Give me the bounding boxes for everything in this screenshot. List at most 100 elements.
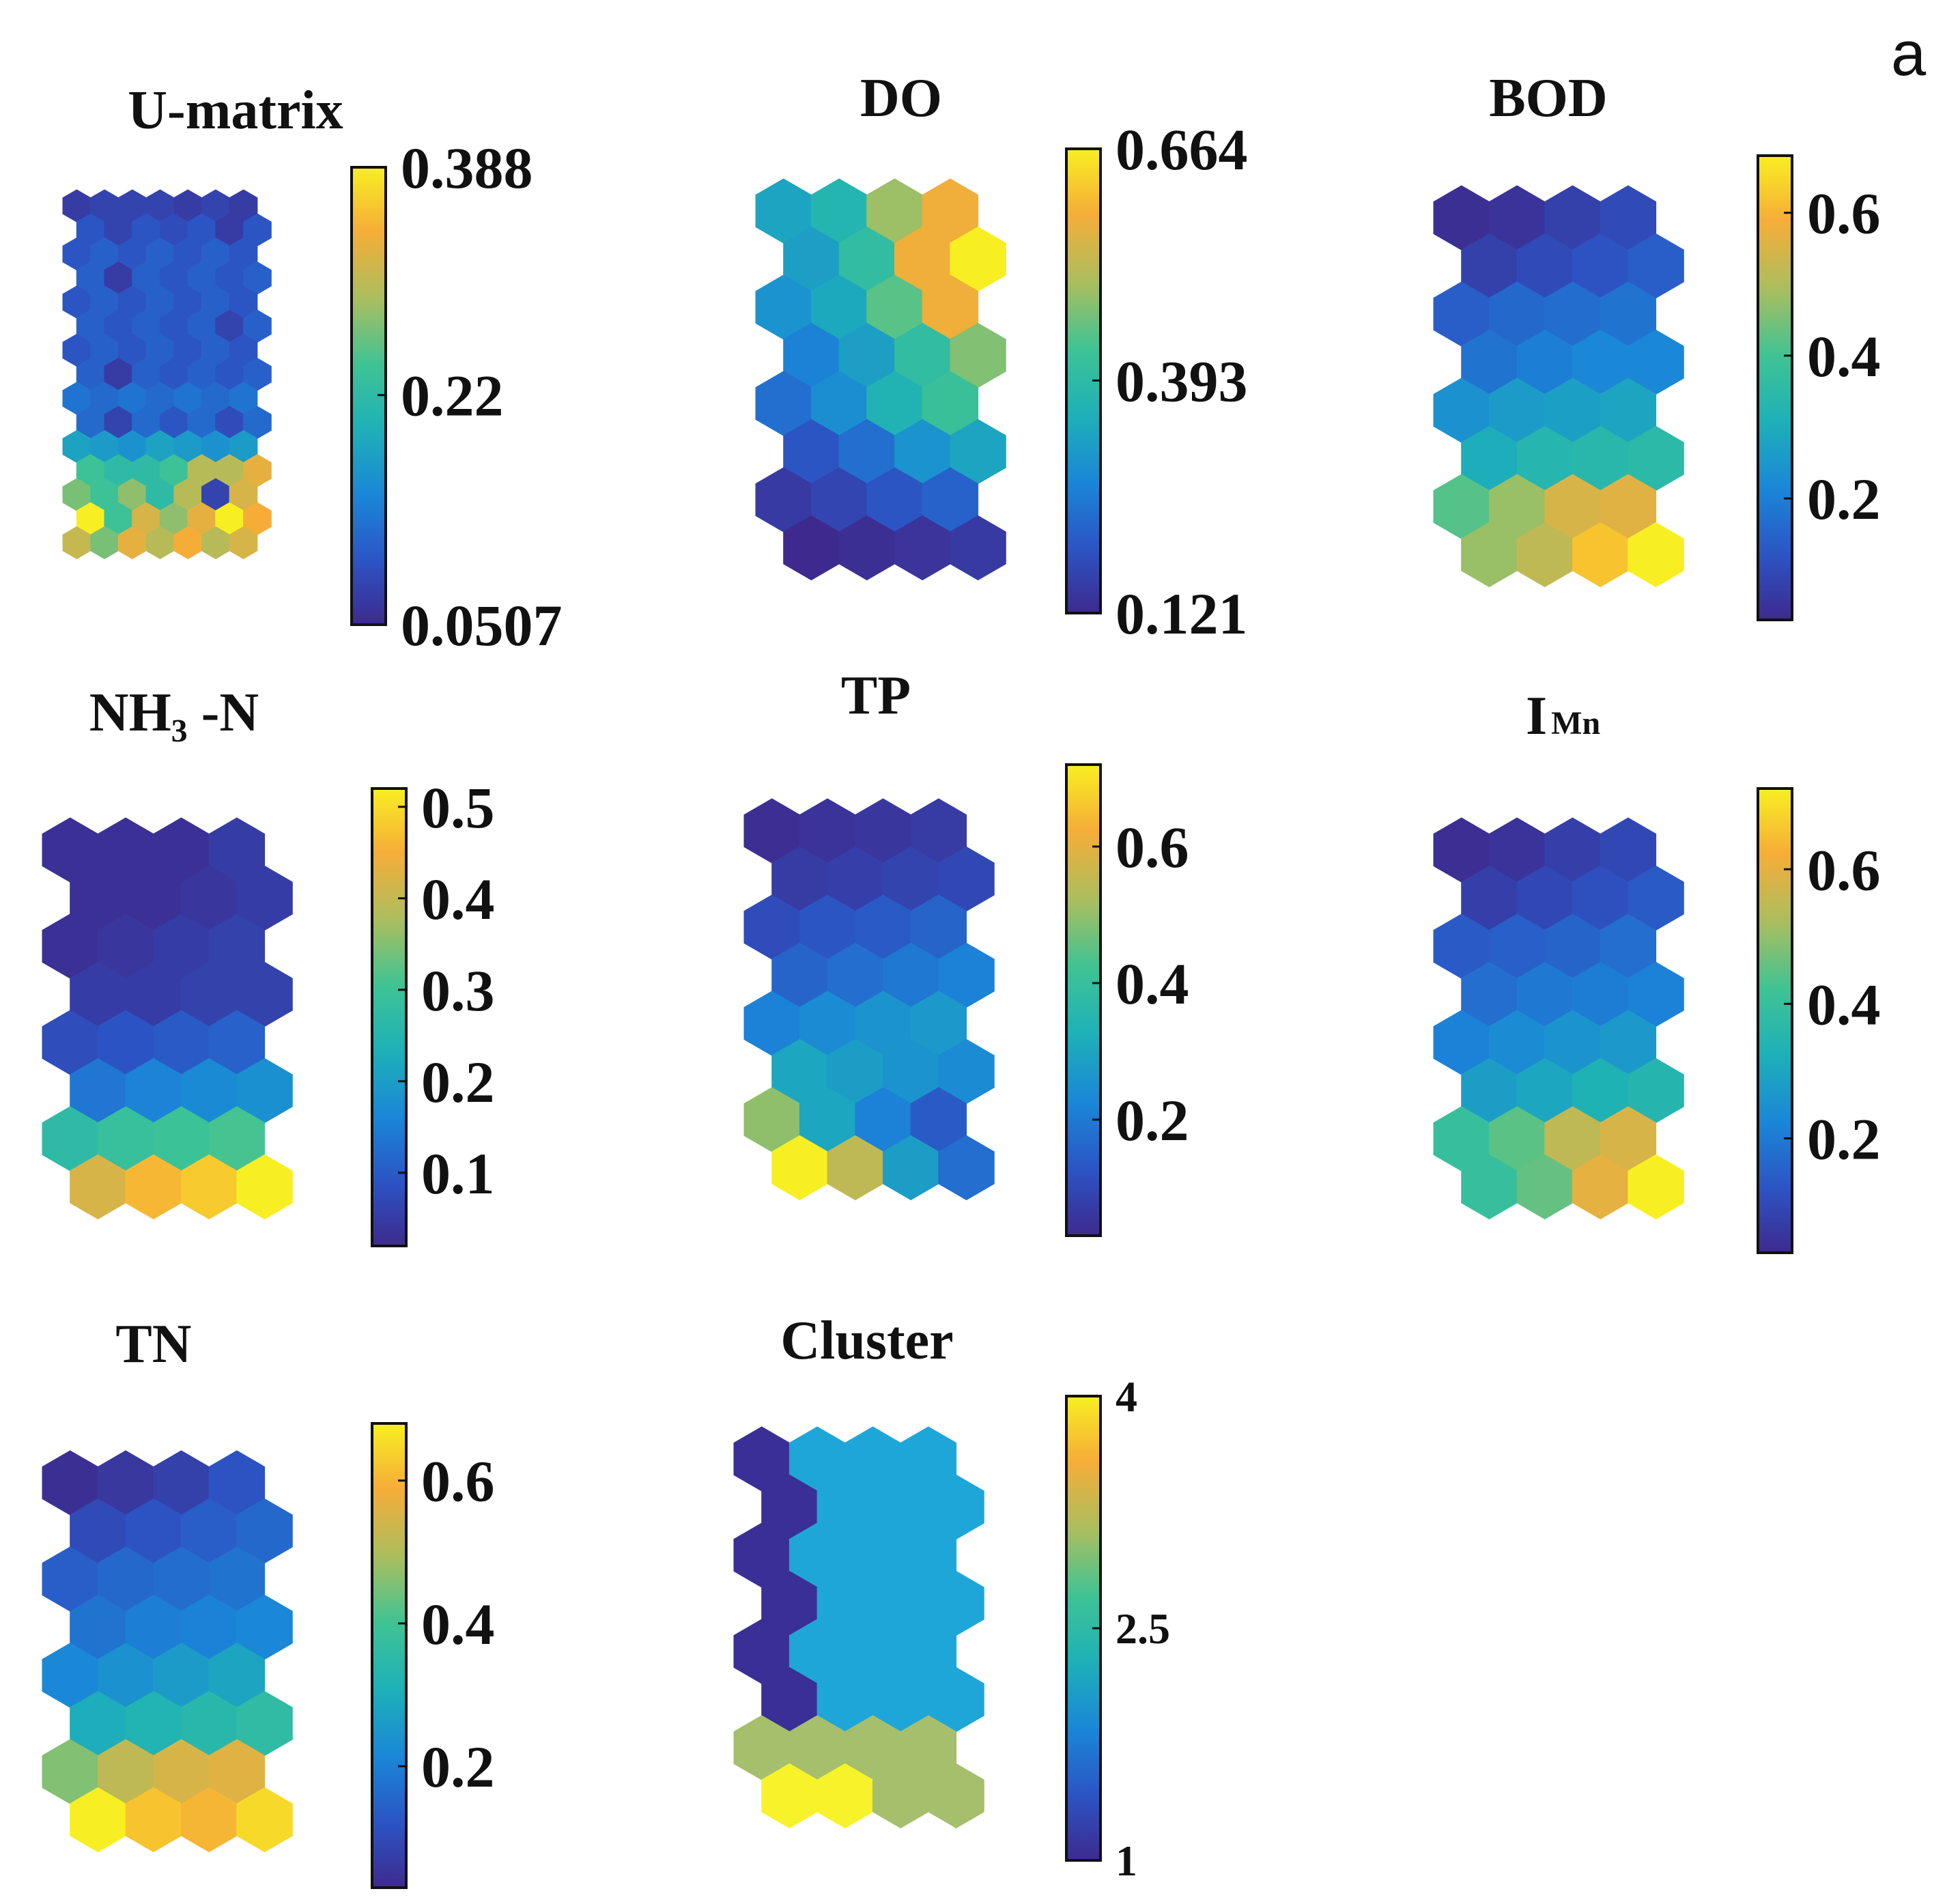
hex-cell — [208, 1450, 266, 1516]
hex-cell — [76, 406, 105, 439]
hex-cell — [236, 865, 293, 931]
hex-cell — [844, 1522, 901, 1588]
hex-cell — [132, 309, 160, 343]
hex-cell — [1516, 1154, 1573, 1220]
hex-cell — [1516, 865, 1573, 931]
hex-cell — [97, 817, 154, 883]
hex-cell — [1628, 1058, 1684, 1124]
hex-cell — [922, 467, 979, 533]
hex-cell — [243, 502, 272, 535]
hex-cell — [799, 1087, 856, 1152]
hex-cell — [1544, 1106, 1601, 1172]
colorbar-ticks: 0.664 0.393 0.121 — [1092, 117, 1248, 647]
hex-cell — [938, 1135, 995, 1201]
hex-cell — [883, 1038, 939, 1105]
hex-cell — [208, 1546, 266, 1612]
hex-cell — [1628, 329, 1684, 395]
hex-cell — [1516, 1058, 1573, 1124]
hex-cell — [229, 237, 258, 271]
hex-cell — [1433, 281, 1490, 347]
hex-cell — [1572, 1058, 1629, 1124]
hex-cell — [743, 991, 800, 1056]
panel-title: DO — [860, 68, 942, 128]
colorbar-tick-label: 0.6 — [1807, 837, 1881, 903]
hex-cell — [236, 1498, 293, 1564]
hex-cell — [125, 1498, 182, 1564]
hex-cell — [1516, 522, 1573, 588]
hex-cell — [243, 309, 272, 343]
hex-cell — [1433, 1106, 1490, 1172]
hex-cell — [42, 1643, 98, 1708]
hex-cell — [159, 454, 188, 487]
hex-cell — [1544, 1010, 1601, 1075]
hex-cell — [755, 274, 812, 340]
hex-cell — [894, 226, 951, 292]
hex-cell — [1461, 233, 1518, 299]
hex-cell — [799, 991, 856, 1056]
hex-cell — [181, 1058, 238, 1124]
hex-cell — [201, 285, 230, 319]
hex-cell — [117, 526, 147, 560]
hex-cell — [208, 1643, 266, 1708]
title-subscript: Mn — [1551, 705, 1600, 741]
hex-cell — [1461, 865, 1518, 931]
hex-cell — [783, 515, 840, 581]
hex-cell — [159, 309, 188, 343]
hex-cell — [1572, 961, 1629, 1027]
colorbar — [1065, 763, 1102, 1237]
hex-cell — [810, 371, 868, 436]
hex-cell — [1433, 817, 1490, 883]
hex-cell — [1544, 474, 1601, 539]
hex-cell — [1433, 185, 1490, 251]
hex-cell — [1488, 281, 1546, 347]
hex-cell — [783, 418, 840, 485]
hex-cell — [1544, 281, 1601, 347]
hex-cell — [173, 526, 202, 560]
colorbar-tick-label: 0.664 — [1116, 117, 1248, 182]
hex-cell — [215, 213, 244, 246]
hex-cell — [1544, 378, 1601, 443]
hex-cell — [201, 333, 230, 367]
hex-cell — [181, 961, 238, 1027]
hex-cell — [1628, 522, 1684, 588]
hex-cell — [894, 515, 951, 581]
hex-cell — [236, 1690, 293, 1757]
hex-cell — [117, 429, 147, 464]
hex-cell — [799, 894, 856, 960]
hex-cell — [90, 526, 119, 560]
hex-cell — [1600, 474, 1657, 539]
colorbar-tick-label: 0.4 — [421, 866, 495, 932]
hex-cell — [872, 1474, 929, 1540]
hex-cell — [229, 285, 258, 319]
hex-cell — [928, 1474, 984, 1540]
hex-cell — [810, 467, 868, 533]
colorbar-tick-label: 2.5 — [1116, 1604, 1170, 1653]
hex-cell — [215, 261, 244, 295]
colorbar-tick-label: 0.0507 — [401, 593, 563, 658]
hex-cell — [42, 817, 98, 883]
hex-cell — [132, 358, 160, 391]
hex-cell — [125, 1690, 182, 1757]
hex-cell — [173, 478, 202, 511]
hex-cell — [838, 226, 895, 292]
hex-cell — [173, 189, 202, 223]
hex-cell — [1516, 329, 1573, 395]
hex-cell — [771, 942, 828, 1008]
hex-cell — [761, 1570, 818, 1636]
hex-cell — [153, 1106, 210, 1172]
hex-cell — [743, 894, 800, 960]
hex-cell — [743, 798, 800, 864]
hex-cell — [236, 1154, 293, 1220]
colorbar-ticks: 0.6 0.4 0.2 — [398, 1449, 495, 1800]
hex-cell — [181, 1787, 238, 1853]
hex-cell — [117, 333, 147, 367]
hex-cell — [104, 261, 133, 295]
hex-cell — [910, 1087, 967, 1152]
hex-cell — [229, 333, 258, 367]
hex-cell — [62, 285, 91, 319]
hex-cell — [187, 454, 216, 487]
colorbar-tick-label: 0.388 — [401, 135, 533, 201]
colorbar-tick-label: 0.6 — [421, 1449, 495, 1514]
hex-cell — [761, 1763, 818, 1829]
hex-cell — [1488, 1010, 1546, 1075]
